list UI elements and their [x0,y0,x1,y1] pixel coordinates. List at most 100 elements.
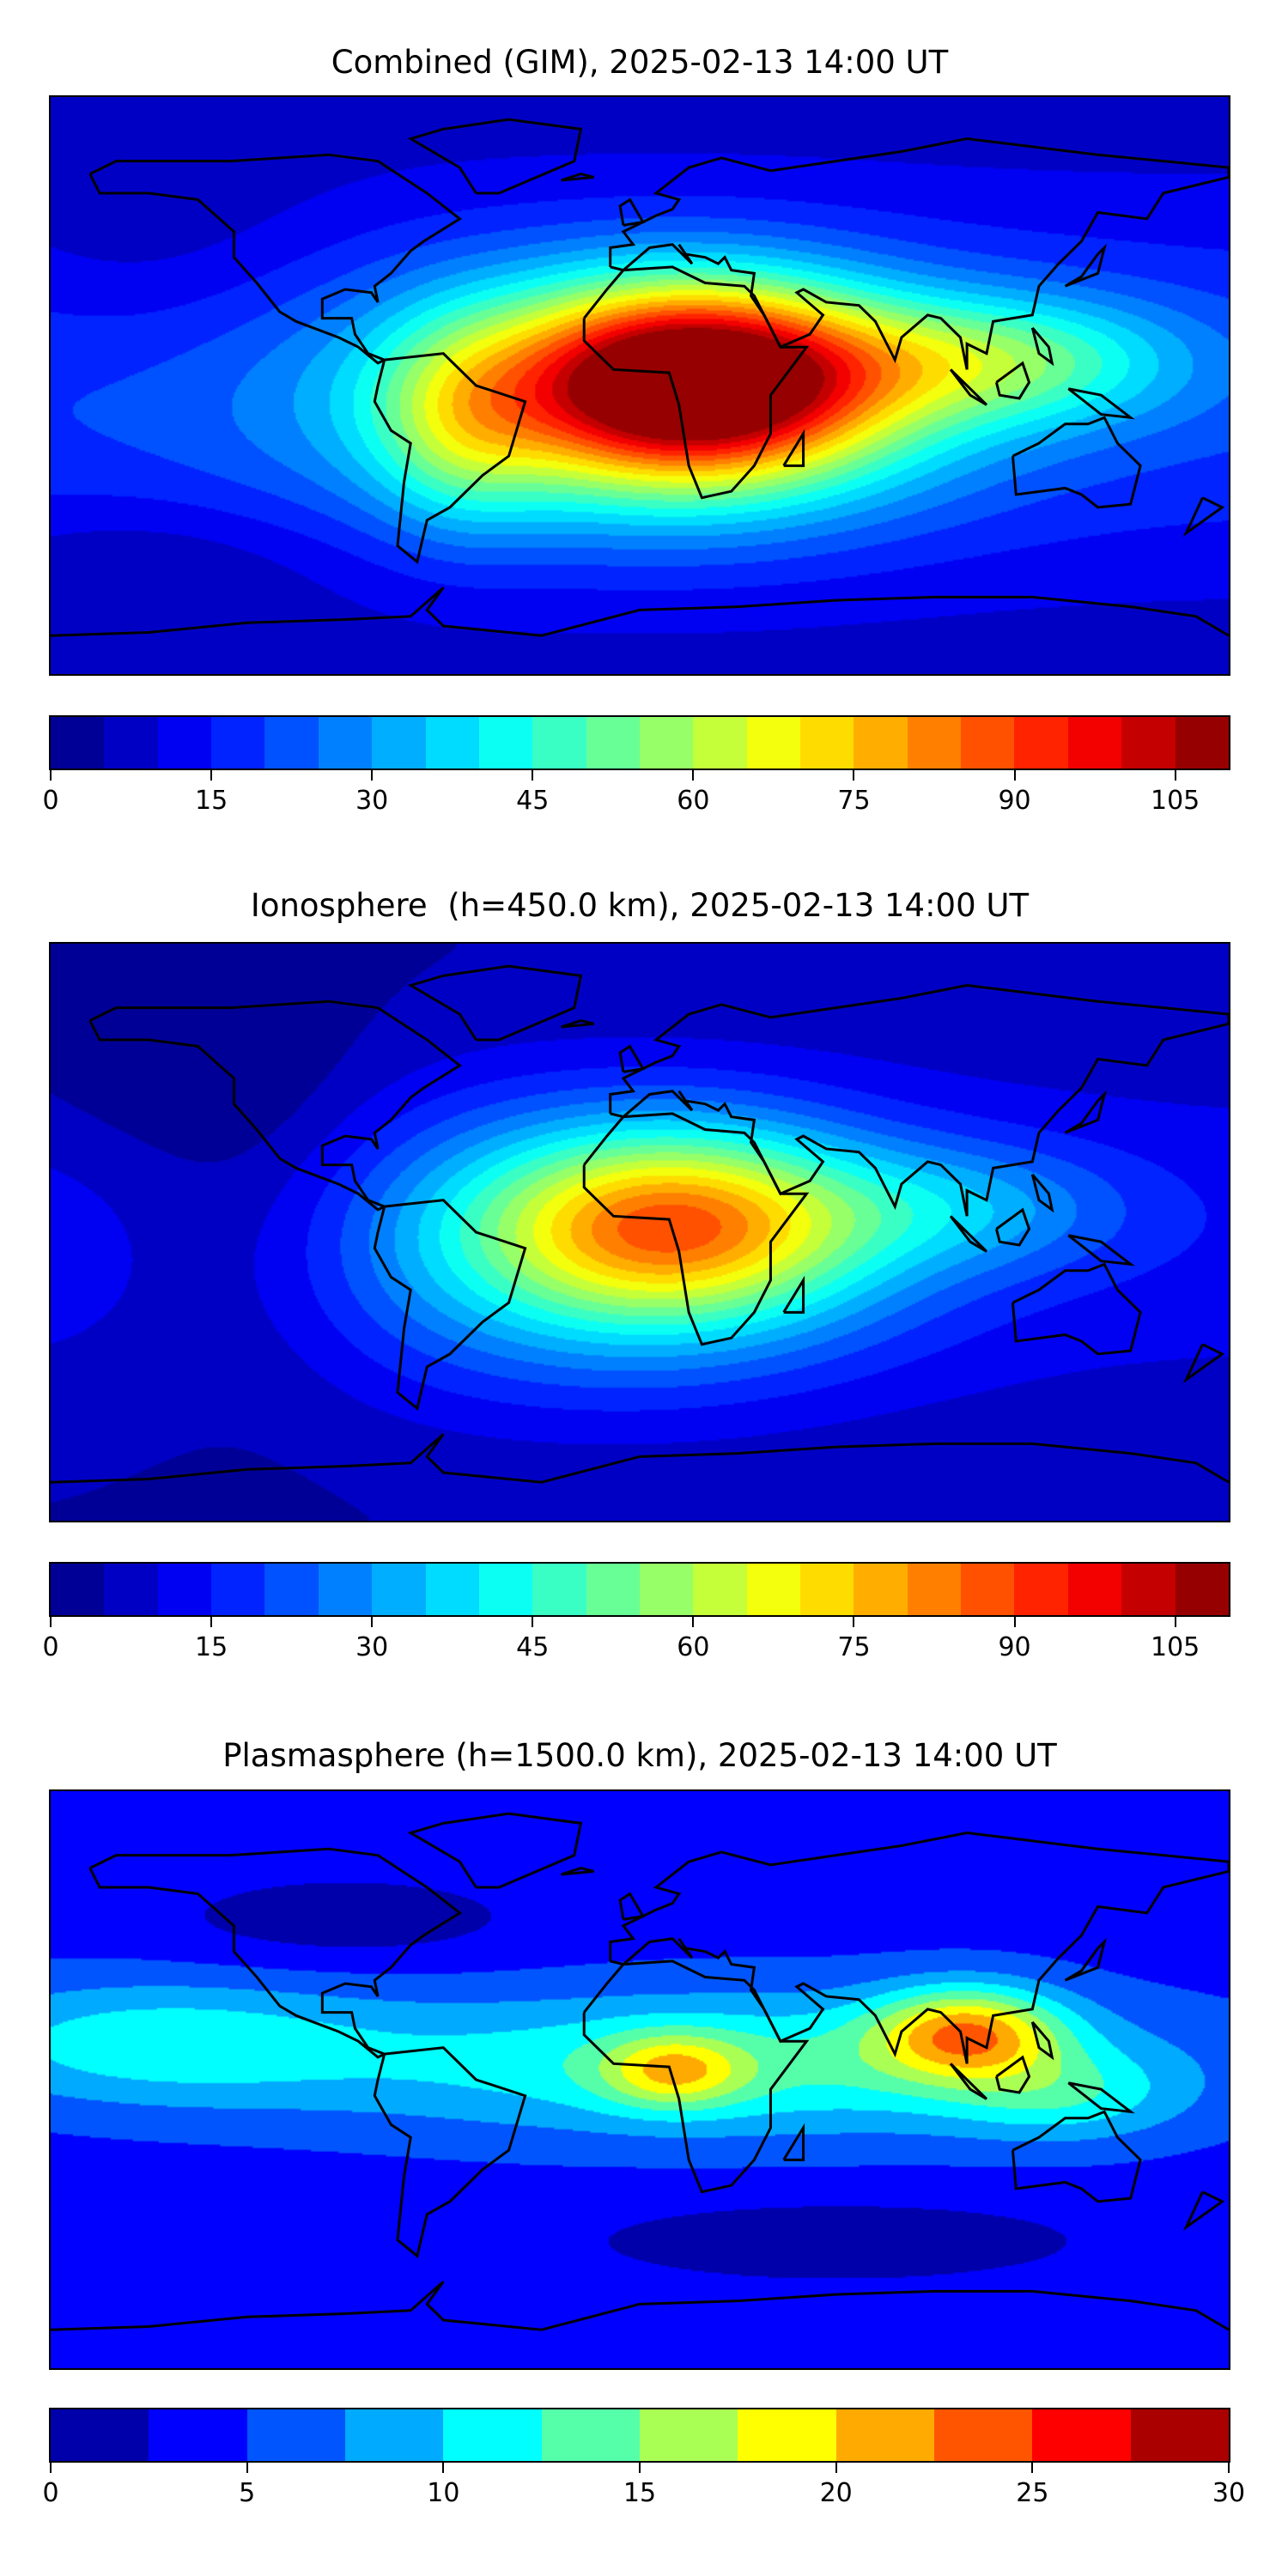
colorbar-level-segment [693,1564,747,1615]
colorbar-level-segment [478,1564,533,1615]
colorbar-level-segment [586,717,640,769]
coastline [611,1833,1229,2064]
colorbar-level-segment [425,1564,479,1615]
colorbar-level-segment [639,717,694,769]
coastline [1068,389,1130,418]
colorbar-level-segment [372,1564,426,1615]
coastline [1186,1345,1222,1380]
coastline [90,1849,460,2057]
colorbar-combined [49,715,1230,770]
colorbar-tick [246,2463,248,2473]
colorbar-tick-label: 90 [998,786,1031,816]
colorbar-level-segment [104,1564,158,1615]
colorbar-tick [371,770,374,781]
coastline [1012,2111,1140,2202]
colorbar-level-segment [1121,717,1176,769]
colorbar-tick [1013,770,1016,781]
colorbar-plasmasphere [49,2408,1230,2463]
colorbar-tick-label: 0 [42,786,59,816]
colorbar-level-segment [157,717,212,769]
colorbar-level-segment [211,717,265,769]
colorbar-level-segment [104,717,158,769]
colorbar-level-segment [738,2409,836,2461]
coastline [374,354,525,562]
colorbar-tick-label: 45 [516,1632,550,1662]
colorbar-level-segment [264,717,319,769]
panel-title-combined: Combined (GIM), 2025-02-13 14:00 UT [331,44,949,81]
colorbar-tick [1228,2463,1230,2473]
colorbar-tick [1174,770,1176,781]
colorbar-tick [210,1617,213,1627]
colorbar-level-segment [933,2409,1033,2461]
colorbar-tick [50,2463,52,2473]
colorbar-tick [532,1617,534,1627]
colorbar-tick [639,2463,641,2473]
colorbar-level-segment [854,1564,908,1615]
colorbar-level-segment [1130,2409,1229,2461]
colorbar-ticks-combined: 0 15 30 45 60 75 90 105 [42,770,1230,822]
colorbar-tick [835,2463,837,2473]
colorbar-level-segment [746,1564,801,1615]
colorbar-tick-label: 20 [819,2478,853,2508]
coastline [620,1046,643,1072]
colorbar-level-segment [443,2409,542,2461]
colorbar-tick-label: 105 [1150,786,1200,816]
colorbar-level-segment [344,2409,444,2461]
coastlines [51,944,1229,1521]
colorbar-level-segment [854,717,908,769]
colorbar-tick [853,770,855,781]
coastline [90,1001,460,1210]
colorbar-level-segment [541,2409,640,2461]
colorbar-tick-label: 45 [516,786,550,816]
coastline [1186,498,1222,533]
colorbar-ionosphere [49,1562,1230,1617]
colorbar-tick [853,1617,855,1627]
coastline [410,119,580,193]
coastline [996,2057,1029,2093]
colorbar-tick-label: 30 [1212,2478,1246,2508]
coastline [1065,1094,1104,1133]
colorbar-tick-label: 90 [998,1632,1031,1662]
colorbar-tick [371,1617,374,1627]
coastline [996,1210,1029,1245]
colorbar-level-segment [746,717,801,769]
coastline [374,1200,525,1409]
colorbar-tick-label: 5 [239,2478,256,2508]
colorbar-tick [50,1617,52,1627]
colorbar-tick-label: 0 [42,1632,59,1662]
coastline [620,199,643,225]
coastline [784,434,804,465]
panel-title-ionosphere: Ionosphere (h=450.0 km), 2025-02-13 14:0… [250,887,1030,924]
colorbar-level-segment [1121,1564,1176,1615]
colorbar-level-segment [907,717,962,769]
colorbar-tick-label: 15 [194,786,228,816]
colorbar-tick [210,770,213,781]
coastline [90,155,460,363]
coastline [51,587,1229,635]
coastline [1186,2192,1222,2227]
coastline [1012,1264,1140,1354]
panel-title-plasmasphere: Plasmasphere (h=1500.0 km), 2025-02-13 1… [222,1737,1057,1774]
colorbar-tick [442,2463,445,2473]
colorbar-level-segment [318,717,373,769]
colorbar-tick-label: 15 [623,2478,657,2508]
colorbar-level-segment [639,1564,694,1615]
coastline [374,2048,525,2257]
colorbar-level-segment [1032,2409,1131,2461]
colorbar-tick [532,770,534,781]
coastline [562,1868,594,1874]
coastline [951,1216,987,1251]
coastline [410,966,580,1040]
colorbar-level-segment [149,2409,247,2461]
tec-contour-field [51,1791,1229,2368]
colorbar-tick-label: 0 [42,2478,59,2508]
colorbar-level-segment [907,1564,962,1615]
coastline [1032,2022,1052,2057]
colorbar-level-segment [211,1564,265,1615]
tec-contour-field [51,944,1229,1521]
coastline [1065,247,1104,286]
colorbar-tick-label: 15 [194,1632,228,1662]
coastline [51,2281,1229,2330]
coastline [584,267,806,498]
colorbar-tick-label: 75 [837,786,871,816]
